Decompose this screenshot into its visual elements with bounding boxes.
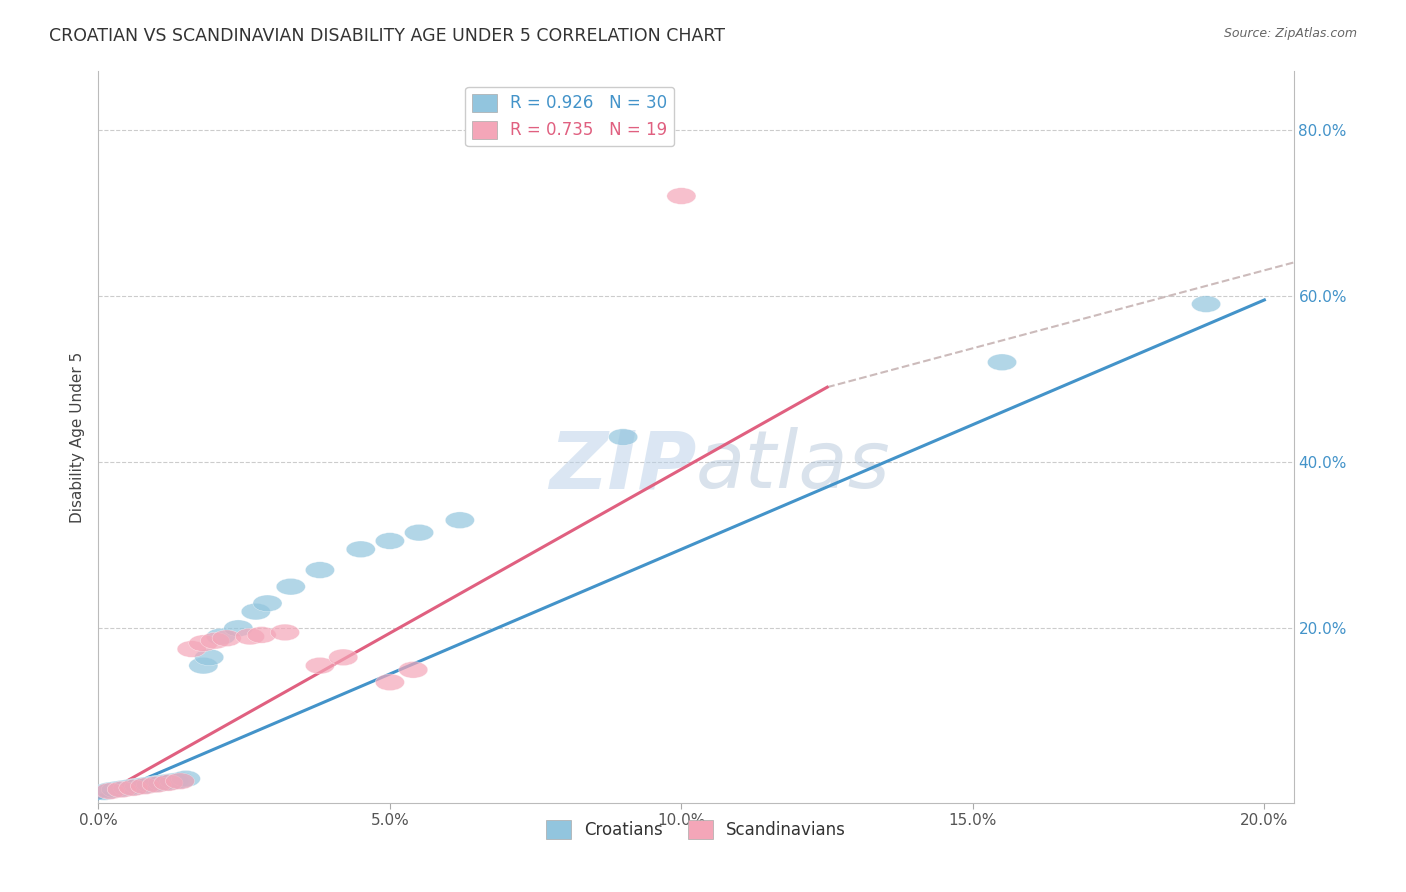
Ellipse shape [305, 562, 335, 578]
Ellipse shape [224, 620, 253, 637]
Text: atlas: atlas [696, 427, 891, 506]
Ellipse shape [207, 628, 235, 645]
Ellipse shape [446, 512, 474, 528]
Ellipse shape [136, 776, 166, 793]
Ellipse shape [96, 782, 125, 798]
Text: Source: ZipAtlas.com: Source: ZipAtlas.com [1223, 27, 1357, 40]
Ellipse shape [131, 778, 160, 795]
Ellipse shape [375, 674, 405, 690]
Ellipse shape [90, 784, 120, 800]
Ellipse shape [329, 649, 359, 665]
Ellipse shape [276, 578, 305, 595]
Ellipse shape [166, 772, 194, 789]
Ellipse shape [270, 624, 299, 640]
Ellipse shape [405, 524, 433, 541]
Ellipse shape [153, 773, 183, 790]
Y-axis label: Disability Age Under 5: Disability Age Under 5 [69, 351, 84, 523]
Ellipse shape [305, 657, 335, 674]
Ellipse shape [253, 595, 283, 612]
Legend: Croatians, Scandinavians: Croatians, Scandinavians [538, 814, 853, 846]
Ellipse shape [188, 657, 218, 674]
Ellipse shape [194, 649, 224, 665]
Ellipse shape [112, 780, 142, 797]
Ellipse shape [142, 775, 172, 792]
Ellipse shape [235, 628, 264, 645]
Ellipse shape [172, 771, 201, 787]
Ellipse shape [177, 640, 207, 657]
Ellipse shape [346, 541, 375, 558]
Ellipse shape [166, 772, 194, 789]
Ellipse shape [399, 662, 427, 678]
Text: CROATIAN VS SCANDINAVIAN DISABILITY AGE UNDER 5 CORRELATION CHART: CROATIAN VS SCANDINAVIAN DISABILITY AGE … [49, 27, 725, 45]
Ellipse shape [96, 783, 125, 799]
Ellipse shape [212, 630, 242, 647]
Ellipse shape [188, 635, 218, 651]
Text: ZIP: ZIP [548, 427, 696, 506]
Ellipse shape [125, 778, 153, 795]
Ellipse shape [242, 603, 270, 620]
Ellipse shape [131, 777, 160, 794]
Ellipse shape [375, 533, 405, 549]
Ellipse shape [1191, 296, 1220, 312]
Ellipse shape [247, 626, 276, 643]
Ellipse shape [120, 779, 148, 796]
Ellipse shape [666, 187, 696, 204]
Ellipse shape [101, 781, 131, 797]
Ellipse shape [201, 632, 229, 649]
Ellipse shape [120, 780, 148, 797]
Ellipse shape [153, 774, 183, 791]
Ellipse shape [107, 781, 136, 797]
Ellipse shape [148, 774, 177, 791]
Ellipse shape [987, 354, 1017, 370]
Ellipse shape [609, 429, 638, 445]
Ellipse shape [107, 780, 136, 797]
Ellipse shape [142, 776, 172, 793]
Ellipse shape [160, 772, 188, 789]
